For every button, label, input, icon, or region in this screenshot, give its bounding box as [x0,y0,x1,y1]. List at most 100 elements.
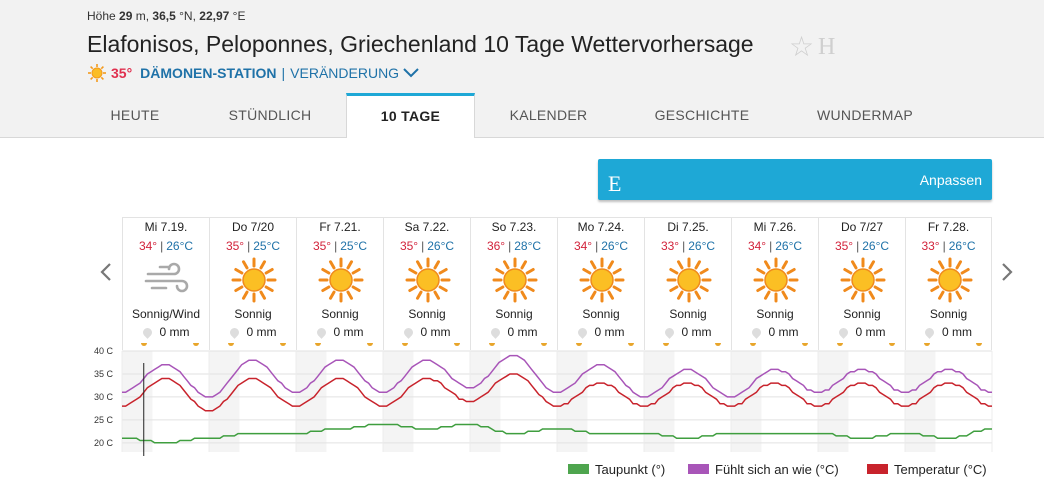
station-link[interactable]: DÄMONEN-STATION [140,65,277,81]
day-temps: 33° | 26°C [906,239,991,253]
temp-separator: | [334,239,338,253]
raindrop-icon [836,326,850,340]
raindrop-icon [749,326,763,340]
history-icon[interactable]: H [818,34,836,60]
day-date: Fr 7.21. [319,220,361,234]
day-condition: Sonnig [582,307,620,321]
tab-calendar[interactable]: KALENDER [509,107,588,123]
day-high: 35° [399,239,419,253]
sunrise-marker [141,343,147,346]
day-date: Do 7/27 [840,220,884,234]
day-precip-value: 0 mm [681,325,712,339]
chevron-left-icon[interactable] [99,262,113,282]
y-tick-label: 30 C [94,392,114,402]
y-tick-label: 20 C [94,438,114,448]
change-station-link[interactable]: VERÄNDERUNG [290,65,400,81]
legend-temp-label: Temperatur (°C) [894,461,987,477]
sunrise-marker [576,343,582,346]
day-column[interactable]: Sa 7.22. 35° | 26°C Sonnig 0 mm [383,217,470,350]
day-condition: Sonnig [234,307,272,321]
raindrop-icon [488,326,502,340]
day-high: 35° [834,239,854,253]
temp-separator: | [942,239,946,253]
day-low: 26°C [688,239,716,253]
y-tick-label: 35 C [94,369,114,379]
day-low: 25°C [340,239,368,253]
day-high: 33° [921,239,940,253]
sun-icon [579,257,625,303]
day-column[interactable]: Mi 7.19. 34° | 26°C Sonnig/Wind 0 mm [122,217,209,350]
latitude-unit: °N, [179,9,196,23]
chevron-right-icon[interactable] [1000,262,1014,282]
day-low: 26°C [601,239,629,253]
day-low: 26°C [166,239,194,253]
day-precip-value: 0 mm [594,325,625,339]
day-precip-value: 0 mm [507,325,538,339]
day-column[interactable]: Fr 7.21. 35° | 25°C Sonnig 0 mm [296,217,383,350]
temp-separator: | [247,239,251,253]
star-icon[interactable]: ☆ [789,31,815,62]
sunset-marker [976,343,982,346]
day-condition: Sonnig [843,307,881,321]
day-temps: 35° | 25°C [297,239,383,253]
day-temps: 35° | 25°C [210,239,296,253]
y-tick-label: 40 C [94,346,114,356]
customize-icon: E [608,171,622,196]
elevation-label: Höhe [87,9,116,23]
legend-dewpoint-swatch [568,464,589,474]
longitude-value: 22,97 [199,9,230,23]
latitude-value: 36,5 [152,9,176,23]
day-column[interactable]: Fr 7.28. 33° | 26°C Sonnig 0 mm [905,217,992,350]
day-temps: 34° | 26°C [123,239,209,253]
day-date: Sa 7.22. [404,220,450,234]
day-column[interactable]: Di 7.25. 33° | 26°C Sonnig 0 mm [644,217,731,350]
day-precip: 0 mm [732,325,818,340]
raindrop-icon [575,326,589,340]
day-date: Mi 7.26. [753,220,797,234]
station-line: 35° DÄMONEN-STATION | VERÄNDERUNG [87,63,419,83]
temp-separator: | [682,239,686,253]
temp-separator: | [160,239,164,253]
day-low: 26°C [775,239,803,253]
sunrise-marker [837,343,843,346]
day-precip: 0 mm [384,325,470,340]
day-date: Di 7.25. [667,220,709,234]
day-low: 28°C [514,239,542,253]
day-high: 33° [660,239,680,253]
day-date: Fr 7.28. [927,220,970,234]
day-temps: 34° | 26°C [558,239,644,253]
night-band [644,351,675,452]
sun-icon [492,257,538,303]
temp-separator: | [856,239,860,253]
day-precip-value: 0 mm [159,325,190,339]
series-line-feels [122,354,992,398]
customize-button[interactable]: E Anpassen [598,159,992,200]
tab-today[interactable]: HEUTE [110,107,160,123]
raindrop-icon [227,326,241,340]
tab-10-days[interactable]: 10 TAGE [346,93,475,138]
day-column[interactable]: Mo 7.24. 34° | 26°C Sonnig 0 mm [557,217,644,350]
day-column[interactable]: Mi 7.26. 34° | 26°C Sonnig 0 mm [731,217,818,350]
sunrise-marker [750,343,756,346]
tab-wundermap[interactable]: WUNDERMAP [816,107,914,123]
legend-feels: Fühlt sich an wie (°C) [688,461,839,477]
day-precip-value: 0 mm [942,325,972,339]
day-column[interactable]: Do 7/20 35° | 25°C Sonnig 0 mm [209,217,296,350]
sun-icon [840,257,886,303]
day-column[interactable]: So 7.23. 36° | 28°C Sonnig 0 mm [470,217,557,350]
page-header: Höhe 29 m, 36,5 °N, 22,97 °E Elafonisos,… [0,0,1044,138]
tab-history[interactable]: GESCHICHTE [654,107,750,123]
current-temperature: 35° [111,65,133,81]
sunset-marker [802,343,808,346]
day-column[interactable]: Do 7/27 35° | 26°C Sonnig 0 mm [818,217,905,350]
series-line-temp [122,373,992,412]
temp-separator: | [769,239,773,253]
tab-hourly[interactable]: STÜNDLICH [228,107,312,123]
day-date: Do 7/20 [231,220,275,234]
legend-feels-swatch [688,464,709,474]
temp-separator: | [595,239,599,253]
legend-temp-swatch [867,464,888,474]
sun-icon [318,257,364,303]
day-low: 26°C [862,239,890,253]
chevron-down-icon[interactable] [403,68,419,78]
